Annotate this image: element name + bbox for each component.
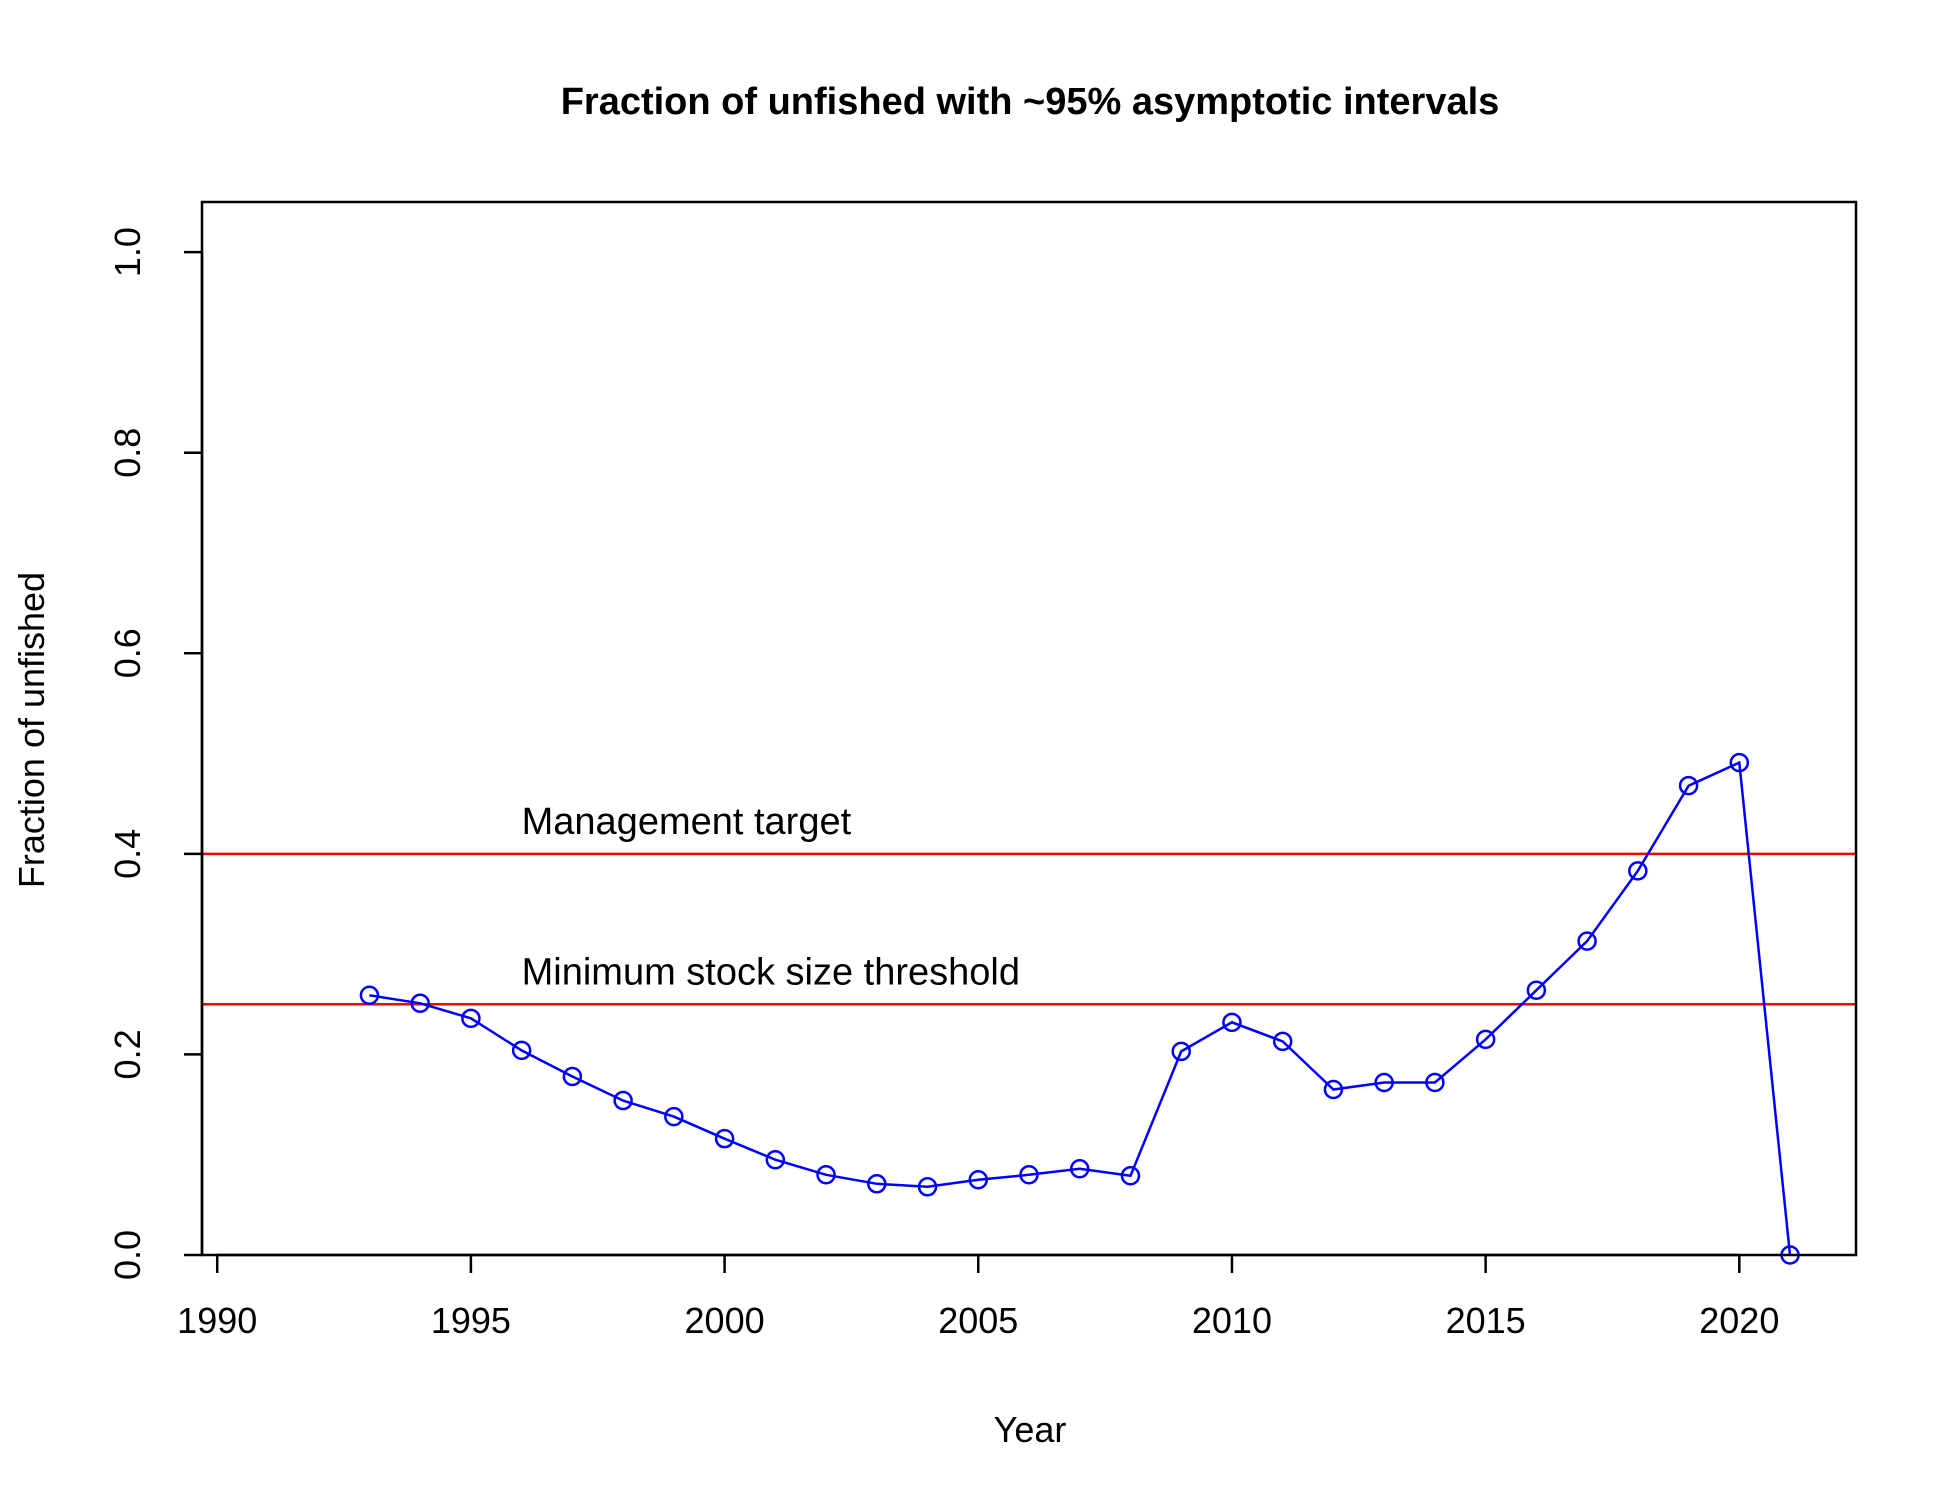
data-point <box>816 1165 836 1185</box>
data-point <box>359 985 380 1006</box>
data-point <box>968 1170 989 1190</box>
data-point <box>1729 752 1750 773</box>
x-tick-label: 1990 <box>177 1300 257 1341</box>
plot-area: Management target Minimum stock size thre… <box>107 200 1858 1341</box>
y-tick-label: 0.2 <box>107 1029 148 1079</box>
reference-line-label: Minimum stock size threshold <box>522 951 1020 993</box>
y-tick-label: 0.8 <box>107 428 148 478</box>
x-tick-label: 2010 <box>1192 1300 1272 1341</box>
data-point <box>917 1177 938 1197</box>
y-tick-label: 0.4 <box>107 829 148 879</box>
x-tick-label: 2015 <box>1446 1300 1526 1341</box>
data-point <box>1272 1031 1293 1052</box>
data-point <box>1628 861 1648 881</box>
data-point <box>511 1040 532 1061</box>
reference-line-label: Management target <box>522 801 852 843</box>
x-tick-label: 1995 <box>431 1300 511 1341</box>
data-point <box>1069 1159 1090 1179</box>
data-point <box>664 1106 684 1127</box>
x-tick-label: 2020 <box>1699 1300 1779 1341</box>
data-point <box>1019 1165 1039 1185</box>
data-point <box>1475 1029 1496 1050</box>
series-line <box>369 760 1792 1256</box>
data-point <box>765 1149 786 1170</box>
data-point <box>613 1090 633 1111</box>
plot-frame <box>200 200 1858 1257</box>
data-point <box>1171 1041 1191 1062</box>
data-point <box>1222 1012 1242 1033</box>
data-point <box>1323 1079 1344 1100</box>
y-tick-label: 0.6 <box>107 628 148 678</box>
data-point <box>461 1008 481 1029</box>
x-axis-label: Year <box>994 1409 1067 1450</box>
data-point <box>410 993 430 1014</box>
data-point <box>562 1066 583 1087</box>
x-tick-label: 2000 <box>685 1300 765 1341</box>
data-point <box>1120 1166 1141 1186</box>
y-tick-label: 0.0 <box>107 1230 148 1280</box>
chart-title: Fraction of unfished with ~95% asymptoti… <box>561 81 1500 123</box>
data-point <box>1425 1072 1445 1093</box>
data-point <box>1577 931 1597 951</box>
data-point <box>1678 775 1699 796</box>
data-point <box>714 1128 735 1149</box>
y-axis-label: Fraction of unfished <box>11 572 52 888</box>
y-tick-label: 1.0 <box>107 227 148 277</box>
data-point <box>1374 1072 1394 1093</box>
data-point <box>867 1174 887 1194</box>
x-tick-label: 2005 <box>938 1300 1018 1341</box>
data-point <box>1526 980 1547 1000</box>
